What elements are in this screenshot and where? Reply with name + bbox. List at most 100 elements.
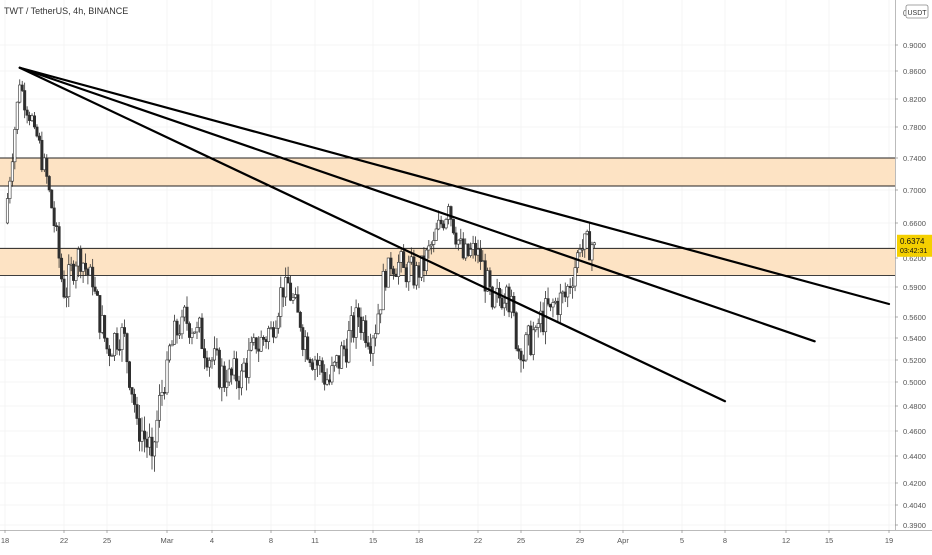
- candle-down: [488, 270, 492, 288]
- time-tick-label: 25: [517, 536, 525, 545]
- candle-up: [120, 327, 124, 350]
- candle-down: [52, 207, 56, 226]
- candle-up: [158, 395, 162, 421]
- candle-down: [47, 176, 51, 191]
- candle-up: [407, 261, 411, 283]
- candle-down: [298, 312, 302, 328]
- candle-down: [235, 358, 239, 382]
- current-price-tag: 0.6374 03:42:31: [897, 234, 932, 257]
- candle-up: [349, 315, 353, 331]
- candle-down: [20, 84, 24, 91]
- zones: [0, 157, 895, 276]
- candle-down: [25, 109, 29, 116]
- candle-down: [188, 323, 192, 338]
- candle-down: [79, 248, 83, 272]
- candle-up: [409, 256, 413, 263]
- candle-down: [364, 320, 368, 344]
- candle-down: [91, 266, 95, 288]
- candle-up: [178, 333, 182, 336]
- candle-down: [323, 372, 327, 385]
- candle-down: [389, 257, 393, 270]
- candle-down: [138, 418, 142, 442]
- candle-down: [45, 157, 49, 177]
- candle-up: [414, 265, 418, 286]
- candle-up: [469, 249, 473, 256]
- candle-down: [301, 327, 305, 350]
- candle-up: [476, 248, 480, 256]
- candle-down: [28, 114, 32, 121]
- candle-up: [69, 263, 73, 266]
- trendlines[interactable]: [18, 66, 891, 403]
- candle-down: [103, 315, 107, 339]
- time-tick-label: 19: [885, 536, 893, 545]
- candle-up: [578, 248, 582, 254]
- trendline[interactable]: [18, 66, 816, 343]
- candle-up: [379, 309, 383, 315]
- candle-up: [193, 331, 197, 334]
- time-tick-label: 4: [210, 536, 214, 545]
- candle-up: [340, 345, 344, 369]
- candle-up: [5, 198, 9, 224]
- price-tick-label: 0.4400: [903, 452, 926, 461]
- candle-up: [585, 231, 589, 235]
- candle-up: [434, 228, 438, 241]
- price-tick-label: 0.4600: [903, 427, 926, 436]
- candle-up: [240, 370, 244, 389]
- price-tick-label: 0.6600: [903, 219, 926, 228]
- time-tick-label: 8: [269, 536, 273, 545]
- candle-down: [352, 315, 356, 338]
- candle-up: [227, 368, 231, 383]
- candle-up: [210, 359, 214, 362]
- candle-up: [590, 244, 594, 261]
- currency-button[interactable]: USDT: [905, 4, 929, 19]
- candle-up: [493, 292, 497, 308]
- candle-down: [200, 317, 204, 349]
- candle-up: [81, 262, 85, 272]
- candle-up: [220, 365, 224, 388]
- candle-down: [237, 380, 241, 389]
- candle-up: [592, 242, 596, 246]
- candle-up: [330, 365, 334, 383]
- candle-up: [464, 243, 468, 259]
- candle-down: [529, 325, 533, 355]
- trendline[interactable]: [18, 66, 727, 403]
- candle-down: [57, 226, 61, 259]
- candle-down: [394, 273, 398, 277]
- candle-down: [556, 300, 560, 315]
- candle-up: [566, 286, 570, 298]
- time-tick-label: Mar: [161, 536, 174, 545]
- candle-down: [115, 333, 119, 350]
- candle-up: [259, 337, 263, 352]
- candle-up: [8, 180, 12, 199]
- candle-down: [514, 312, 518, 350]
- price-axis[interactable]: 0.9000 0.8600 0.8200 0.7800 0.7400 0.7000 0.66…: [895, 41, 926, 530]
- price-tick-label: 0.7000: [903, 186, 926, 195]
- trendline[interactable]: [18, 66, 891, 306]
- candle-down: [262, 337, 266, 340]
- candle-down: [205, 357, 209, 368]
- candle-down: [417, 265, 421, 278]
- candle-up: [399, 251, 403, 263]
- candle-down: [95, 291, 99, 296]
- candle-up: [432, 240, 436, 245]
- candle-down: [366, 342, 370, 347]
- candle-down: [311, 362, 315, 370]
- candle-down: [143, 430, 147, 440]
- time-axis[interactable]: 18 22 25 Mar 4 8 11 15 18 22 25 29 Apr 5 8 12 15 19: [1, 530, 893, 545]
- candle-down: [62, 278, 66, 298]
- candle-up: [10, 161, 14, 182]
- candle-down: [369, 346, 373, 354]
- candle-up: [168, 345, 172, 361]
- candle-down: [548, 303, 552, 308]
- candle-up: [274, 327, 278, 338]
- candle-up: [481, 260, 485, 263]
- candle-up: [242, 362, 246, 372]
- candle-up: [361, 320, 365, 333]
- candle-up: [524, 334, 528, 361]
- candle-up: [534, 327, 538, 331]
- candle-down: [98, 295, 102, 333]
- candle-up: [155, 419, 159, 443]
- price-countdown: 03:42:31: [900, 248, 927, 255]
